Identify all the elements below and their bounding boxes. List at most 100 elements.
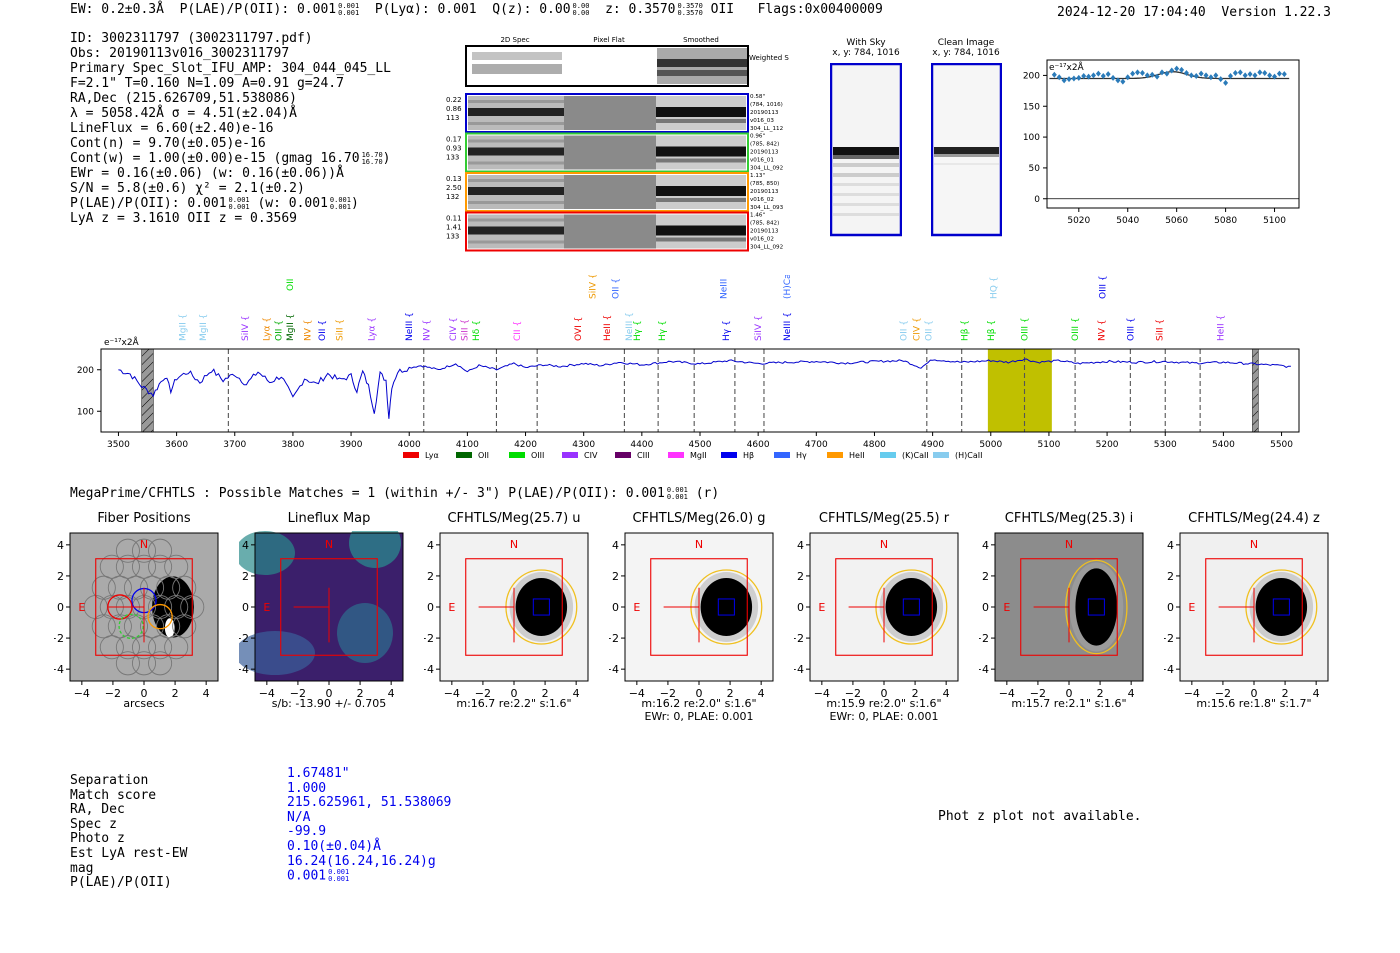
aperture-square	[465, 558, 563, 656]
cutout-title: CFHTLS/Meg(25.3) i	[1004, 511, 1134, 526]
emission-line-label: OIII {	[1098, 275, 1108, 299]
full-xtick-label: 5400	[1212, 440, 1235, 450]
compass-north: N	[1065, 538, 1073, 551]
match-label: P(LAE)/P(OII)	[70, 875, 172, 891]
source-blob	[700, 578, 753, 636]
full-xtick-label: 5500	[1270, 440, 1293, 450]
info-sn: S/N = 5.8(±0.6) χ² = 2.1(±0.2)	[70, 181, 305, 196]
zoom-xtick-label: 5060	[1165, 216, 1188, 226]
cutout-xtick-label: 4	[203, 687, 210, 700]
spec2d-header-flat: Pixel Flat	[593, 36, 625, 44]
fiber-circle	[115, 651, 140, 676]
zoom-data-point	[1193, 73, 1199, 80]
weighted-sum-label: Weighted Sum	[749, 54, 789, 62]
header-z-line: OII	[710, 2, 735, 17]
spec2d-row-stat: 113	[446, 114, 459, 122]
cutout-xtick-label: 4	[573, 687, 580, 700]
photz-note: Phot z plot not available.	[938, 809, 1142, 824]
info-fit: F=2.1" T=0.160 N=1.09 A=0.91 g=24.7	[70, 76, 344, 91]
legend-entry: MgII	[690, 451, 707, 460]
legend-swatch	[456, 452, 472, 458]
legend-entry: Lyα	[425, 451, 439, 460]
emission-line-label: Lyα {	[263, 317, 273, 341]
fiber-circle	[148, 554, 173, 579]
spec2d-header-smoothed: Smoothed	[683, 36, 719, 44]
compass-north: N	[695, 538, 703, 551]
fiber-circle	[148, 635, 173, 660]
selected-fiber	[147, 603, 173, 630]
cutout-ytick-label: 2	[427, 570, 434, 583]
full-xtick-label: 3500	[107, 440, 130, 450]
emission-line-label: OII {	[318, 320, 328, 341]
zoom-data-point	[1071, 75, 1077, 82]
zoom-xtick-label: 5020	[1067, 216, 1090, 226]
info-lambda: λ = 5058.42Å σ = 4.51(±2.04)Å	[70, 106, 297, 121]
cutout-image: N E 4 2 0 −2 −4 −4 −2 0 2 4	[1164, 532, 1329, 700]
lineflux-blob	[239, 631, 315, 675]
spec2d-row-meta: 304_LL_092	[750, 166, 783, 172]
cutout-xtick-label: 0	[881, 687, 888, 700]
zoom-data-point	[1169, 67, 1175, 74]
match-label: Photo z	[70, 831, 125, 847]
emission-line-label: SiIV {	[754, 315, 764, 341]
cutout-ytick-label: 2	[57, 570, 64, 583]
zoom-data-point	[1281, 71, 1287, 78]
cutout-ytick-label: 4	[242, 539, 249, 552]
match-value: 1.67481"	[287, 766, 350, 781]
spec2d-row-meta: v016_02	[750, 237, 774, 243]
zoom-ytick-label: 100	[1023, 133, 1040, 143]
spec2d-row-stat: 0.86	[446, 105, 462, 113]
emission-line-label: CIV {	[449, 317, 459, 341]
header-plae: P(LAE)/P(OII): 0.001	[179, 2, 337, 17]
zoom-ytick-label: 50	[1029, 164, 1041, 174]
compass-east: E	[818, 601, 825, 614]
legend-swatch	[774, 452, 790, 458]
cutout-xtick-label: −4	[999, 687, 1015, 700]
legend-entry: Hγ	[796, 451, 807, 460]
emission-line-label: NV {	[1097, 320, 1107, 341]
cutout-xtick-label: 2	[1097, 687, 1104, 700]
full-xtick-label: 5200	[1096, 440, 1119, 450]
match-label: Separation	[70, 773, 149, 788]
full-xtick-label: 3600	[165, 440, 188, 450]
emission-line-label: HeII {	[1216, 315, 1226, 341]
header-qz-range: 0.00 0.00	[572, 1, 590, 17]
zoom-data-point	[1154, 73, 1160, 80]
cutout-xtick-label: −2	[1215, 687, 1231, 700]
cutout-ytick-label: −2	[794, 632, 804, 645]
cutout-ytick-label: −4	[1164, 663, 1174, 676]
zoom-data-point	[1247, 71, 1253, 78]
header-datetime-version: 2024-12-20 17:04:40 Version 1.22.3	[1057, 5, 1331, 20]
emission-line-label: NV {	[423, 320, 433, 341]
match-values: 1.67481" 1.000 215.625961, 51.538069 N/A…	[287, 766, 451, 884]
cutout-ytick-label: 0	[242, 601, 249, 614]
cutout-xtick-label: 2	[727, 687, 734, 700]
zoom-data-point	[1066, 76, 1072, 83]
match-value: -99.9	[287, 824, 327, 840]
cutout-ytick-label: 0	[57, 601, 64, 614]
legend-entry: (H)CaII	[955, 451, 982, 460]
zoom-data-point	[1086, 73, 1092, 80]
legend-swatch	[933, 452, 949, 458]
header-ew: EW: 0.2±0.3Å	[70, 2, 164, 17]
spec2d-row-stat: 133	[446, 154, 459, 162]
cutout-ytick-label: −4	[54, 663, 64, 676]
cutout-ytick-label: 4	[1167, 539, 1174, 552]
source-blob	[1075, 568, 1118, 646]
zoom-axes-frame	[1046, 59, 1300, 209]
emission-line-label: OIII {	[1126, 317, 1136, 341]
cutout-xtick-label: 4	[758, 687, 765, 700]
fiber-circle	[131, 554, 157, 579]
match-labels: Separation Match score RA, Dec Spec z Ph…	[70, 773, 187, 891]
zoom-data-point	[1139, 69, 1145, 76]
cutout-ytick-label: 2	[612, 570, 619, 583]
zoom-data-point	[1183, 69, 1189, 76]
legend-entry: HeII	[849, 451, 865, 460]
zoom-data-point	[1130, 70, 1136, 77]
zoom-data-point	[1198, 70, 1204, 77]
zoom-data-point	[1179, 66, 1185, 73]
source-blob	[885, 578, 938, 636]
